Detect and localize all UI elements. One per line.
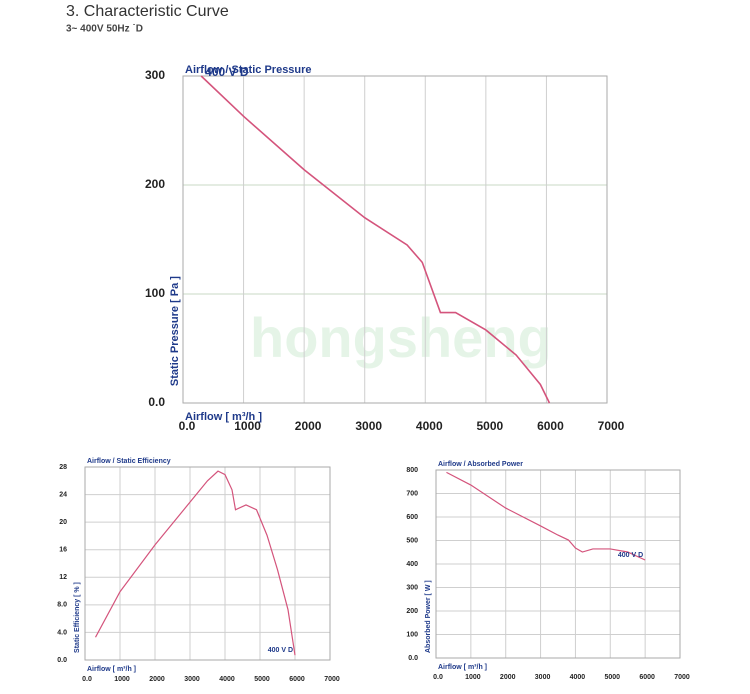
- x-axis-label: Airflow [ m³/h ]: [87, 666, 136, 673]
- y-tick-label: 8.0: [57, 602, 67, 609]
- x-tick-label: 2000: [295, 419, 322, 433]
- curve: [94, 470, 296, 656]
- watermark: hongsheng: [250, 306, 552, 369]
- y-tick-label: 600: [406, 514, 418, 521]
- y-tick-label: 800: [406, 467, 418, 474]
- y-tick-label: 0.0: [408, 655, 418, 662]
- x-tick-label: 0.0: [179, 419, 196, 433]
- x-tick-label: 0.0: [433, 674, 443, 681]
- y-tick-label: 100: [406, 631, 418, 638]
- x-tick-label: 3000: [535, 674, 551, 681]
- x-axis-label: Airflow [ m³/h ]: [185, 411, 262, 423]
- y-axis-label: Static Efficiency [ % ]: [74, 582, 81, 653]
- y-tick-label: 200: [145, 177, 165, 191]
- y-tick-label: 28: [59, 464, 67, 471]
- chart-title: Airflow / Static Pressure: [185, 64, 312, 76]
- x-tick-label: 3000: [355, 419, 382, 433]
- x-tick-label: 2000: [500, 674, 516, 681]
- curve: [200, 75, 551, 404]
- y-tick-label: 100: [145, 286, 165, 300]
- series-label: 400 V D: [205, 65, 249, 79]
- y-axis-label: Absorbed Power [ W ]: [425, 580, 432, 653]
- page-subtitle: 3~ 400V 50Hz ˙D: [66, 24, 143, 35]
- series-label: 400 V D: [618, 552, 643, 559]
- x-tick-label: 1000: [114, 676, 130, 683]
- x-tick-label: 4000: [570, 674, 586, 681]
- x-tick-label: 4000: [219, 676, 235, 683]
- x-tick-label: 5000: [604, 674, 620, 681]
- x-tick-label: 7000: [324, 676, 340, 683]
- x-tick-label: 7000: [674, 674, 690, 681]
- y-tick-label: 0.0: [57, 657, 67, 664]
- y-tick-label: 20: [59, 519, 67, 526]
- chart-title: Airflow / Static Efficiency: [87, 458, 171, 465]
- y-axis-label: Static Pressure [ Pa ]: [169, 276, 181, 386]
- y-tick-label: 500: [406, 537, 418, 544]
- y-tick-label: 16: [59, 547, 67, 554]
- x-axis-label: Airflow [ m³/h ]: [438, 664, 487, 671]
- y-tick-label: 700: [406, 490, 418, 497]
- plot-frame: [182, 75, 608, 404]
- x-tick-label: 0.0: [82, 676, 92, 683]
- curve: [446, 471, 646, 561]
- x-tick-label: 4000: [416, 419, 443, 433]
- y-tick-label: 300: [145, 68, 165, 82]
- plot-frame: [435, 469, 681, 659]
- plot-frame: [84, 466, 331, 661]
- y-tick-label: 300: [406, 584, 418, 591]
- series-label: 400 V D: [268, 647, 293, 654]
- y-tick-label: 0.0: [148, 395, 165, 409]
- page-title: 3. Characteristic Curve: [66, 3, 229, 20]
- x-tick-label: 6000: [639, 674, 655, 681]
- x-tick-label: 6000: [537, 419, 564, 433]
- x-tick-label: 1000: [465, 674, 481, 681]
- x-tick-label: 5000: [254, 676, 270, 683]
- x-tick-label: 1000: [234, 419, 261, 433]
- x-tick-label: 3000: [184, 676, 200, 683]
- chart-title: Airflow / Absorbed Power: [438, 461, 523, 468]
- y-tick-label: 400: [406, 561, 418, 568]
- y-tick-label: 4.0: [57, 629, 67, 636]
- y-tick-label: 12: [59, 574, 67, 581]
- y-tick-label: 24: [59, 491, 67, 498]
- x-tick-label: 2000: [149, 676, 165, 683]
- x-tick-label: 5000: [477, 419, 504, 433]
- x-tick-label: 6000: [289, 676, 305, 683]
- y-tick-label: 200: [406, 608, 418, 615]
- x-tick-label: 7000: [598, 419, 625, 433]
